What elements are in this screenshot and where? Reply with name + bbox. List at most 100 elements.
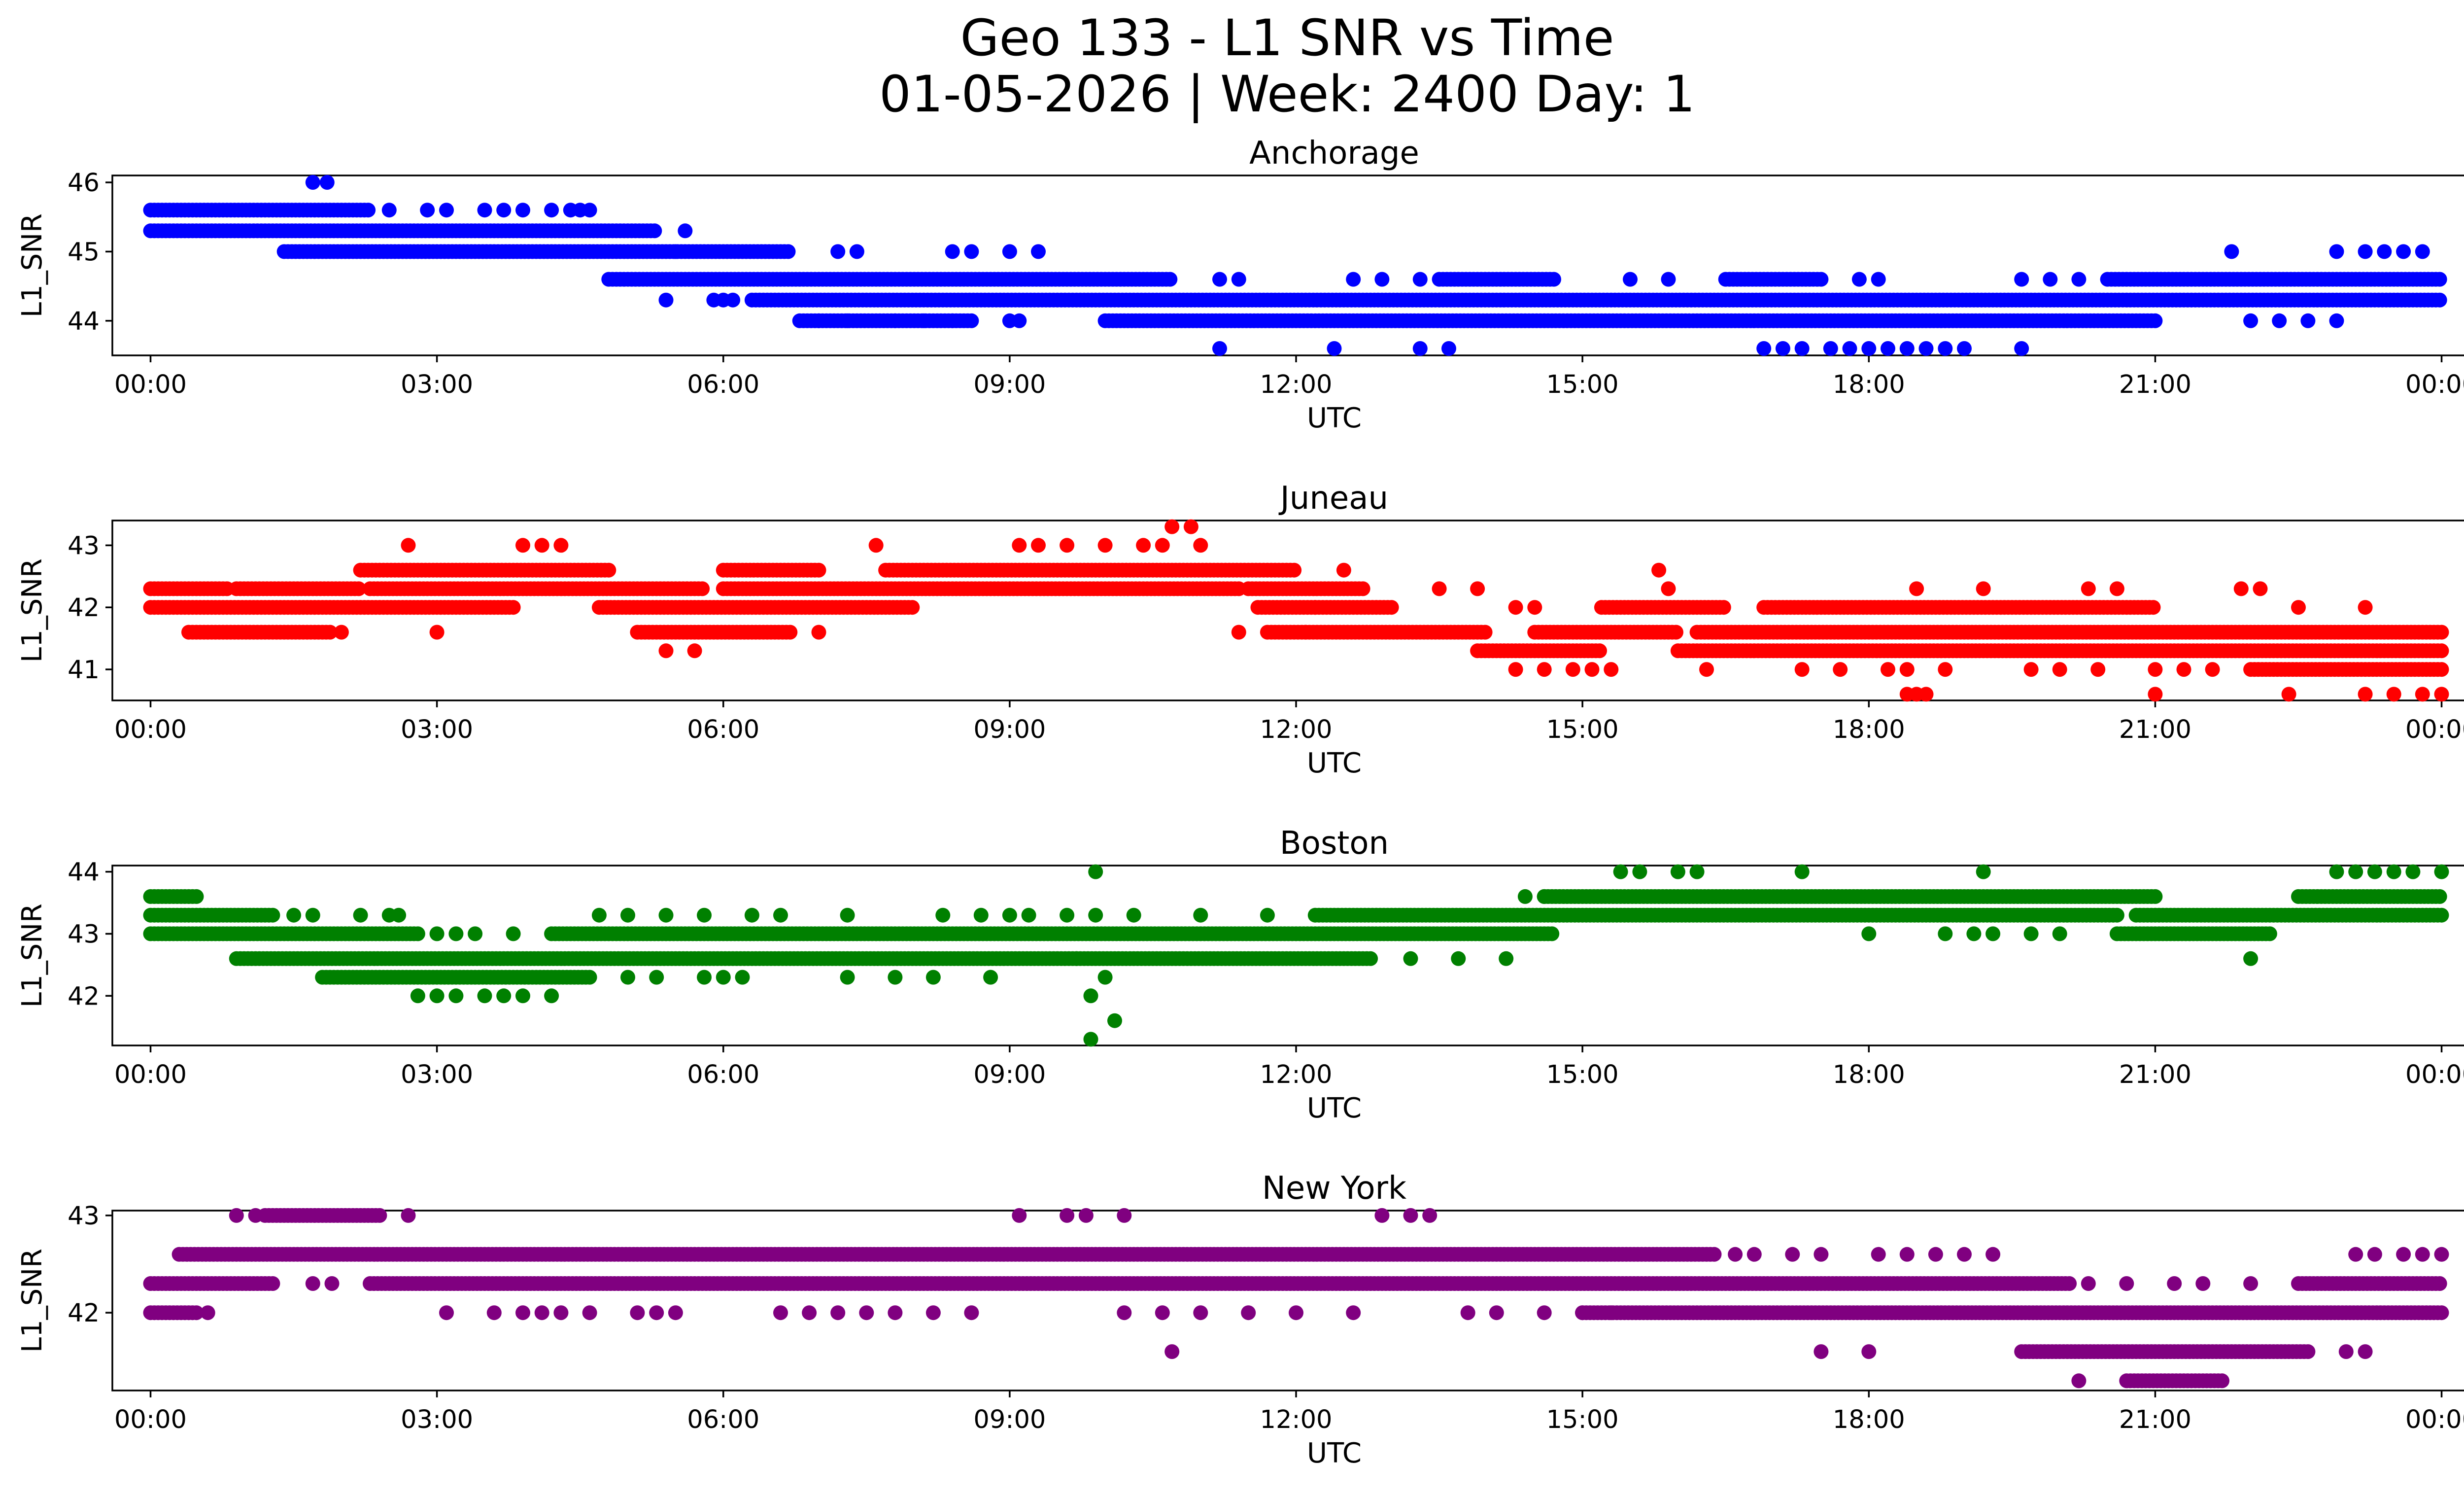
data-point bbox=[1193, 907, 1208, 923]
data-point bbox=[410, 926, 425, 941]
juneau-y-tick-label: 42 bbox=[68, 593, 100, 623]
data-point bbox=[1346, 272, 1361, 287]
data-point bbox=[916, 313, 931, 328]
data-point bbox=[687, 643, 702, 659]
new-york-x-axis-label: UTC bbox=[1307, 1437, 1362, 1469]
anchorage-y-tick-label: 45 bbox=[68, 238, 100, 267]
data-point bbox=[391, 907, 407, 923]
data-point bbox=[1432, 581, 1447, 596]
data-point bbox=[1669, 625, 1683, 640]
data-point bbox=[1336, 562, 1351, 578]
data-point bbox=[265, 907, 280, 923]
data-point bbox=[735, 970, 750, 985]
data-point bbox=[2405, 864, 2421, 879]
data-point bbox=[1060, 538, 1075, 553]
data-point bbox=[544, 988, 559, 1004]
data-point bbox=[420, 203, 435, 218]
data-point bbox=[506, 600, 521, 615]
boston-x-tick-label: 09:00 bbox=[973, 1060, 1046, 1089]
data-point bbox=[2262, 926, 2277, 941]
anchorage-title: Anchorage bbox=[1249, 135, 1419, 172]
data-point bbox=[1938, 926, 1953, 941]
anchorage-x-axis-label: UTC bbox=[1307, 402, 1362, 434]
data-point bbox=[840, 970, 855, 985]
new-york-y-axis-label: L1_SNR bbox=[16, 1249, 48, 1353]
data-point bbox=[1097, 970, 1113, 985]
data-point bbox=[783, 625, 798, 640]
data-point bbox=[1918, 687, 1934, 702]
new-york-x-tick-label: 15:00 bbox=[1546, 1405, 1619, 1434]
juneau-scatter-series bbox=[143, 519, 2449, 702]
boston-y-tick-label: 42 bbox=[68, 982, 100, 1011]
data-point bbox=[2243, 313, 2259, 328]
data-point bbox=[849, 244, 864, 259]
data-point bbox=[1899, 662, 1915, 677]
data-point bbox=[1412, 272, 1428, 287]
juneau-y-tick-label: 43 bbox=[68, 531, 100, 560]
data-point bbox=[1012, 538, 1027, 553]
data-point bbox=[1231, 272, 1246, 287]
data-point bbox=[334, 625, 349, 640]
data-point bbox=[2367, 864, 2382, 879]
data-point bbox=[2243, 951, 2259, 966]
data-point bbox=[1002, 244, 1017, 259]
data-point bbox=[496, 203, 512, 218]
data-point bbox=[1918, 341, 1934, 356]
data-point bbox=[1097, 538, 1113, 553]
anchorage-x-tick-label: 09:00 bbox=[973, 370, 1046, 399]
data-point bbox=[1661, 272, 1676, 287]
new-york-x-tick-label: 09:00 bbox=[973, 1405, 1046, 1434]
data-point bbox=[2176, 662, 2191, 677]
data-point bbox=[496, 988, 512, 1004]
data-point bbox=[401, 538, 416, 553]
data-point bbox=[1546, 272, 1561, 287]
data-point bbox=[1632, 864, 1647, 879]
data-point bbox=[2432, 292, 2447, 308]
data-point bbox=[1508, 600, 1523, 615]
data-point bbox=[361, 203, 376, 218]
data-point bbox=[319, 175, 335, 190]
boston-x-tick-label: 00:00 bbox=[2405, 1060, 2464, 1089]
data-point bbox=[1327, 341, 1342, 356]
new-york-y-tick-label: 42 bbox=[68, 1299, 100, 1328]
new-york-x-tick-label: 00:00 bbox=[2405, 1405, 2464, 1434]
data-point bbox=[1861, 341, 1877, 356]
data-point bbox=[1126, 907, 1141, 923]
data-point bbox=[1842, 341, 1857, 356]
data-point bbox=[1881, 341, 1895, 356]
data-point bbox=[1212, 272, 1227, 287]
data-point bbox=[649, 970, 664, 985]
data-point bbox=[2358, 687, 2373, 702]
data-point bbox=[286, 907, 302, 923]
data-point bbox=[668, 244, 683, 259]
data-point bbox=[553, 538, 569, 553]
new-york-x-tick-label: 03:00 bbox=[401, 1405, 473, 1434]
data-point bbox=[697, 970, 712, 985]
data-point bbox=[381, 203, 397, 218]
data-point bbox=[983, 970, 998, 985]
boston-x-tick-label: 18:00 bbox=[1833, 1060, 1905, 1089]
data-point bbox=[1163, 272, 1178, 287]
data-point bbox=[1985, 926, 2001, 941]
juneau-x-tick-label: 03:00 bbox=[401, 715, 473, 744]
data-point bbox=[410, 988, 425, 1004]
data-point bbox=[1031, 538, 1046, 553]
data-point bbox=[515, 538, 530, 553]
data-point bbox=[1604, 662, 1619, 677]
boston-x-tick-label: 15:00 bbox=[1546, 1060, 1619, 1089]
data-point bbox=[964, 244, 979, 259]
data-point bbox=[1021, 907, 1036, 923]
data-point bbox=[429, 625, 445, 640]
data-point bbox=[2329, 313, 2344, 328]
data-point bbox=[2291, 600, 2306, 615]
data-point bbox=[1384, 600, 1399, 615]
data-point bbox=[439, 203, 454, 218]
data-point bbox=[2052, 662, 2067, 677]
data-point bbox=[2348, 864, 2363, 879]
anchorage-y-axis-label: L1_SNR bbox=[16, 213, 48, 317]
data-point bbox=[477, 988, 492, 1004]
data-point bbox=[2281, 687, 2296, 702]
